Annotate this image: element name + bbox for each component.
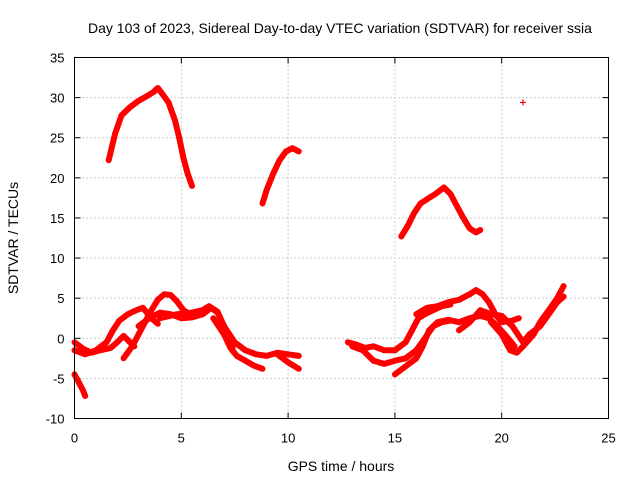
series-arc-c [398,184,484,240]
x-tick-labels: 0 5 10 15 20 25 [71,431,616,446]
x-axis-label: GPS time / hours [288,458,395,474]
series-arc-b [259,145,302,207]
grid [74,57,609,419]
series-low-14 [488,283,567,356]
y-tick-label: 10 [50,251,64,266]
y-tick-label: 15 [50,211,64,226]
series-low-3 [71,304,161,358]
series-low-8 [274,351,302,372]
x-tick-label: 5 [178,431,185,446]
y-tick-label: 25 [50,131,64,146]
x-tick-label: 15 [388,431,402,446]
series-low-4 [120,291,193,362]
plot-frame [74,57,609,419]
chart-title: Day 103 of 2023, Sidereal Day-to-day VTE… [88,20,592,36]
x-tick-label: 10 [281,431,295,446]
series-low-1 [71,371,89,399]
data-series [71,85,567,399]
axis-ticks [74,57,609,419]
series-outlier [520,99,527,106]
y-tick-label: 20 [50,171,64,186]
y-tick-label: -5 [53,371,65,386]
y-axis-label: SDTVAR / TECUs [5,182,21,294]
series-low-7 [210,315,266,372]
y-tick-label: 5 [57,291,64,306]
x-tick-label: 20 [494,431,508,446]
y-tick-label: 0 [57,331,64,346]
x-tick-label: 0 [71,431,78,446]
x-tick-label: 25 [601,431,615,446]
series-low-12 [413,287,522,326]
y-tick-label: 30 [50,91,64,106]
series-low-2 [71,332,138,356]
series-arc-a [105,85,195,189]
series-low-9 [344,301,454,354]
y-tick-label: 35 [50,51,64,66]
y-tick-labels: -10 -5 0 5 10 15 20 25 30 35 [46,51,65,427]
y-tick-label: -10 [46,412,65,427]
